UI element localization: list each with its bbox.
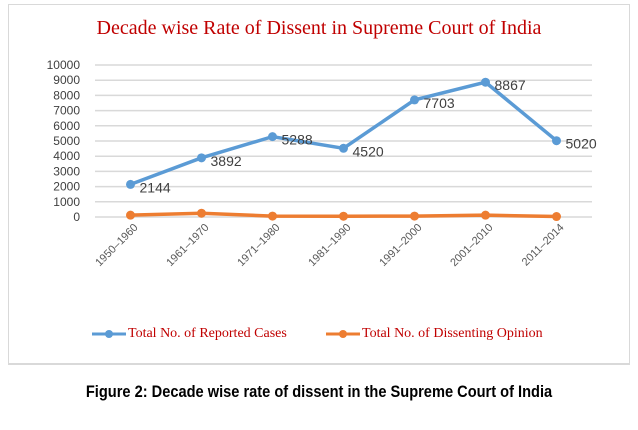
data-label: 7703 [424,95,455,111]
x-tick-label: 2011–2014 [520,222,567,269]
legend-marker-orange [326,330,360,338]
data-label: 5288 [282,132,313,148]
x-tick-label: 1991–2000 [377,222,424,269]
data-point [552,136,561,146]
data-point [481,77,490,87]
series-line [129,80,558,187]
data-point [410,95,419,105]
figure-caption: Figure 2: Decade wise rate of dissent in… [85,382,553,401]
legend-label: Total No. of Dissenting Opinion [362,326,543,341]
x-tick-label: 1971–1980 [235,222,282,269]
chart-title: Decade wise Rate of Dissent in Supreme C… [96,17,542,39]
data-label: 5020 [566,136,597,152]
y-tick-label: 0 [73,210,80,224]
x-tick-label: 2001–2010 [448,222,495,269]
y-tick-label: 9000 [53,73,80,87]
data-label: 2144 [140,179,171,195]
legend-marker-blue [92,330,126,338]
x-tick-label: 1950–1960 [93,222,140,269]
y-tick-label: 10000 [47,58,81,72]
data-label: 8867 [495,77,526,93]
y-tick-label: 6000 [53,119,80,133]
x-tick-label: 1961–1970 [164,222,211,269]
data-point [268,211,277,221]
legend-item-reported-cases: Total No. of Reported Cases [92,326,287,342]
chart-frame [8,4,630,364]
y-tick-label: 1000 [53,195,80,209]
data-point [268,132,277,142]
x-tick-label: 1981–1990 [306,222,353,269]
data-point [197,208,206,218]
legend-label: Total No. of Reported Cases [128,326,287,341]
y-tick-label: 5000 [53,134,80,148]
data-point [552,212,561,222]
data-label: 4520 [353,143,384,159]
data-point [410,211,419,221]
y-tick-label: 7000 [53,104,80,118]
y-tick-label: 8000 [53,88,80,102]
y-tick-label: 4000 [53,149,80,163]
legend-item-dissenting-opinion: Total No. of Dissenting Opinion [326,326,543,342]
data-point [197,153,206,163]
y-tick-label: 3000 [53,164,80,178]
data-point [339,211,348,221]
data-label: 3892 [211,153,242,169]
y-tick-label: 2000 [53,180,80,194]
divider [8,364,630,365]
data-point [126,210,135,220]
data-point [339,143,348,153]
data-point [481,210,490,220]
data-point [126,179,135,189]
